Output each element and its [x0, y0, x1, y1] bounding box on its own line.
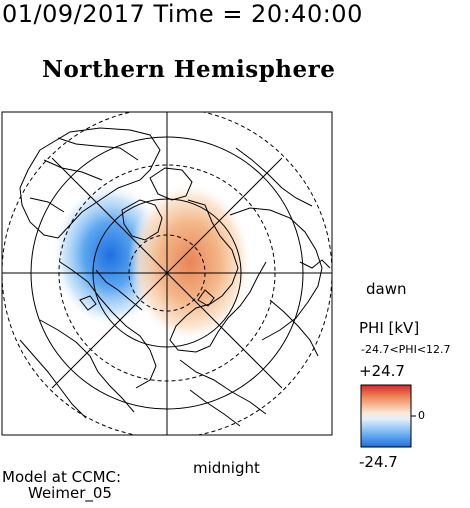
colorbar-title: PHI [kV]: [359, 319, 420, 337]
colorbar-min-label: -24.7: [359, 453, 398, 471]
coastlines: [19, 127, 331, 427]
meridian-line: [51, 157, 283, 389]
colorbar-gradient: [361, 385, 411, 447]
colorbar-max-label: +24.7: [359, 362, 405, 380]
date-time-header: 01/09/2017 Time = 20:40:00: [2, 0, 363, 28]
map-frame: [1, 111, 333, 436]
colorbar-zero-label: 0: [418, 409, 425, 422]
hemisphere-title: Northern Hemisphere: [42, 56, 336, 83]
colorbar-range: -24.7<PHI<12.7: [361, 343, 451, 356]
model-credit-line1: Model at CCMC:: [2, 468, 122, 486]
model-credit-line2: Weimer_05: [28, 484, 112, 502]
dawn-label: dawn: [366, 280, 407, 298]
midnight-label: midnight: [193, 459, 260, 477]
